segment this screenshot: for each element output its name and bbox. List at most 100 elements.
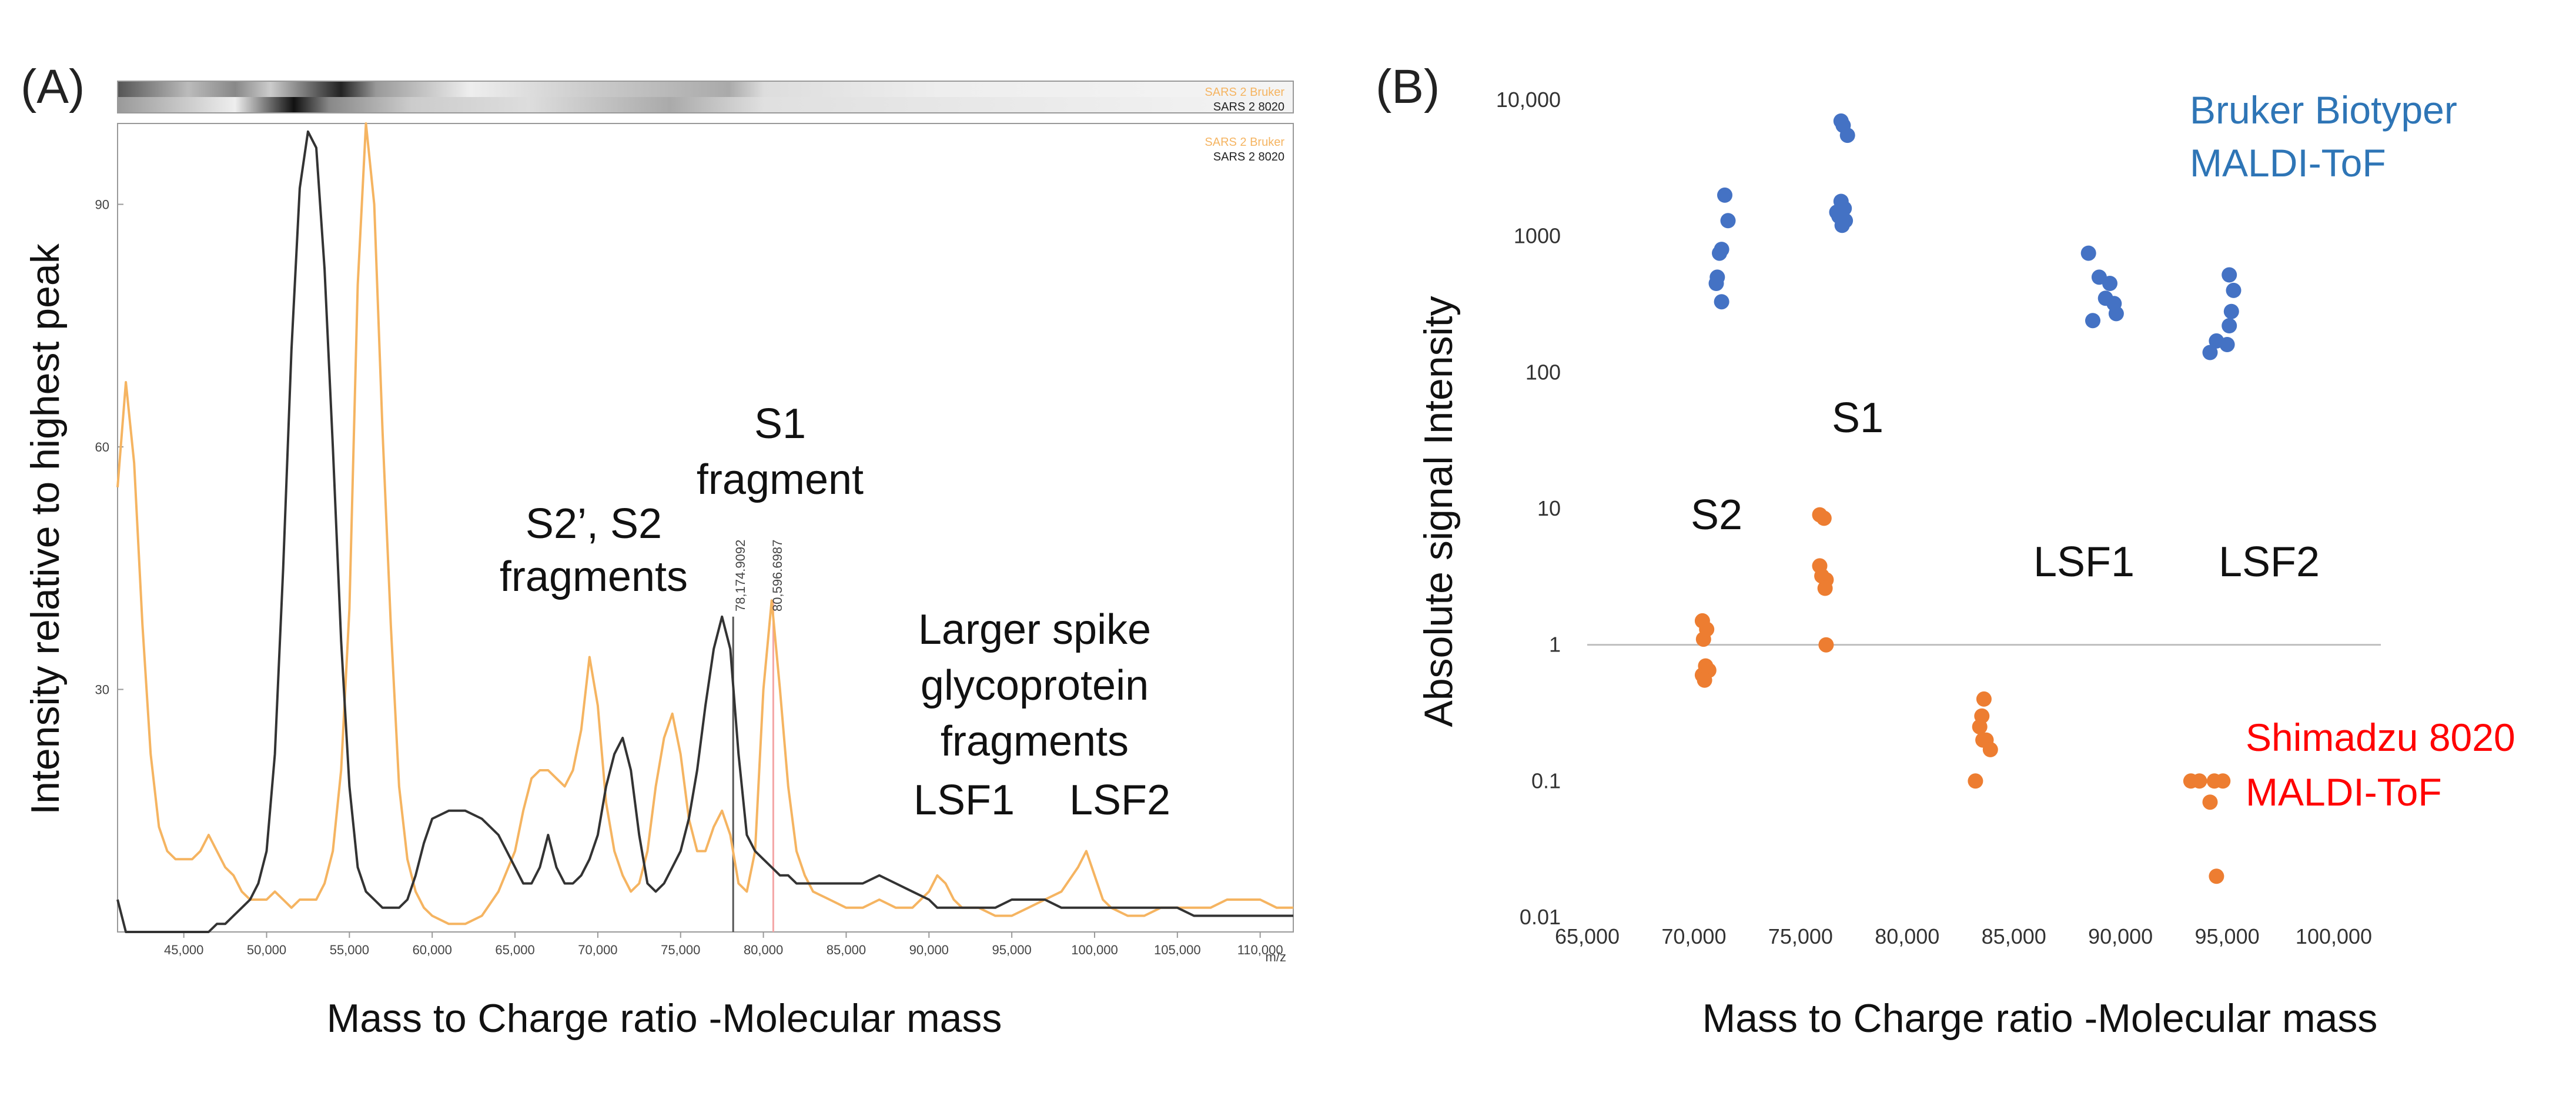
panel-b-y-tick-label: 10,000 (1496, 88, 1561, 112)
point-shimadzu (2192, 773, 2207, 789)
panel-b-y-tick-label: 0.1 (1531, 768, 1561, 793)
strip-legend-bruker: SARS 2 Bruker (1205, 86, 1284, 99)
peak-label-s1-8020: 78,174.9092 (733, 540, 748, 612)
plot-legend-bruker: SARS 2 Bruker (1205, 136, 1284, 149)
panel-a-y-ticks: 30 60 90 (95, 198, 123, 697)
point-bruker (2080, 245, 2096, 261)
panel-a-x-tick-label: 45,000 (164, 943, 203, 957)
panel-a-x-tick-label: 80,000 (744, 943, 783, 957)
panel-a: (A) (21, 60, 1294, 1041)
panel-b-y-axis-title: Absolute signal Intensity (1416, 296, 1461, 727)
point-shimadzu (2202, 794, 2218, 810)
panel-b-y-tick-label: 0.01 (1520, 905, 1561, 929)
annotation-s2-line2: fragments (500, 553, 688, 600)
panel-b-points (1694, 113, 2242, 884)
series-label-shimadzu-line1: Shimadzu 8020 (2246, 716, 2515, 759)
plot-legend-8020: SARS 2 8020 (1213, 151, 1284, 163)
group-label-s1: S1 (1832, 395, 1884, 442)
point-shimadzu (1817, 580, 1833, 596)
heat-strip-bruker (118, 81, 1293, 97)
panel-b-y-tick-label: 1 (1549, 633, 1561, 657)
panel-b-label: (B) (1376, 60, 1440, 113)
heat-strip-frame (117, 81, 1294, 113)
annotation-s2-line1: S2’, S2 (526, 500, 662, 547)
panel-a-x-tick-label: 50,000 (247, 943, 286, 957)
group-label-lsf1: LSF1 (2033, 539, 2135, 586)
point-bruker (2226, 282, 2242, 298)
panel-a-y-tick-label: 90 (95, 198, 109, 212)
series-label-bruker-line1: Bruker Biotyper (2190, 88, 2457, 132)
point-shimadzu (1968, 773, 1983, 789)
panel-a-x-tick-label: 85,000 (827, 943, 866, 957)
panel-b-x-tick-label: 65,000 (1555, 924, 1620, 948)
panel-b-x-tick-label: 85,000 (1982, 924, 2046, 948)
panel-b-x-tick-label: 95,000 (2195, 924, 2260, 948)
strip-legend-8020: SARS 2 8020 (1213, 101, 1284, 113)
panel-a-series (116, 122, 1293, 933)
panel-a-peak-lines (732, 600, 774, 932)
panel-a-unit-label: m/z (1266, 950, 1286, 964)
panel-a-x-tick-label: 65,000 (495, 943, 534, 957)
group-label-lsf2: LSF2 (2219, 539, 2320, 586)
point-bruker (1839, 128, 1855, 143)
point-bruker (1712, 245, 1727, 261)
annotation-larger-line2: glycoprotein (921, 662, 1149, 709)
point-shimadzu (1695, 631, 1711, 647)
point-bruker (2209, 333, 2224, 349)
panel-a-x-tick-label: 90,000 (909, 943, 949, 957)
series-line-bruker (116, 122, 1293, 925)
panel-b-x-tick-label: 75,000 (1768, 924, 1833, 948)
panel-a-x-tick-label: 105,000 (1154, 943, 1201, 957)
annotation-s1-line1: S1 (754, 400, 806, 447)
point-bruker (2202, 345, 2218, 360)
panel-a-x-ticks: 45,000 50,000 55,000 60,000 65,000 70,000 75,0… (164, 932, 1283, 957)
point-bruker (2222, 267, 2237, 283)
point-bruker (2108, 306, 2124, 322)
point-shimadzu (1697, 672, 1712, 688)
panel-b-y-ticks: 0.01 0.1 1 10 100 1000 10,000 (1496, 88, 1561, 929)
annotation-larger-line3: fragments (941, 718, 1129, 765)
point-shimadzu (2209, 868, 2224, 884)
point-bruker (2223, 303, 2239, 319)
group-label-s2: S2 (1691, 492, 1742, 539)
point-bruker (1717, 187, 1732, 203)
point-bruker (1720, 213, 1736, 229)
panel-a-x-tick-label: 70,000 (578, 943, 617, 957)
series-label-bruker-line2: MALDI-ToF (2190, 141, 2386, 185)
point-shimadzu (1972, 719, 1988, 735)
peak-label-s1-bruker: 80,596.6987 (770, 540, 785, 612)
panel-b-y-tick-label: 1000 (1514, 224, 1561, 248)
panel-a-x-tick-label: 110,000 (1237, 943, 1283, 957)
point-shimadzu (1976, 691, 1992, 707)
point-bruker (1708, 276, 1724, 291)
point-bruker (2102, 276, 2117, 291)
panel-a-x-tick-label: 95,000 (992, 943, 1031, 957)
panel-b-y-tick-label: 10 (1537, 496, 1561, 520)
panel-b: (B) 0.01 0.1 1 10 100 1000 10,000 65,000 70,000… (1376, 60, 2515, 1041)
panel-a-x-tick-label: 55,000 (330, 943, 369, 957)
point-shimadzu (1816, 510, 1832, 526)
panel-b-x-tick-label: 80,000 (1875, 924, 1939, 948)
panel-b-x-tick-label: 100,000 (2296, 924, 2372, 948)
point-bruker (1714, 294, 1729, 310)
panel-b-x-axis-title: Mass to Charge ratio -Molecular mass (1702, 996, 2378, 1041)
panel-b-y-tick-label: 100 (1525, 360, 1561, 384)
panel-a-y-tick-label: 60 (95, 440, 109, 455)
point-bruker (1831, 208, 1847, 224)
panel-a-y-axis-title: Intensity relative to highest peak (23, 243, 68, 814)
annotation-lsf2: LSF2 (1069, 777, 1170, 824)
panel-a-label: (A) (21, 60, 85, 113)
point-bruker (2085, 313, 2100, 329)
point-shimadzu (1982, 741, 1998, 757)
point-bruker (2222, 318, 2237, 333)
series-line-8020 (116, 130, 1293, 933)
series-label-shimadzu-line2: MALDI-ToF (2246, 770, 2442, 814)
panel-b-x-tick-label: 90,000 (2088, 924, 2153, 948)
panel-a-plot-frame (117, 123, 1294, 933)
panel-a-y-tick-label: 30 (95, 683, 109, 697)
panel-a-x-tick-label: 60,000 (413, 943, 452, 957)
annotation-s1-line2: fragment (697, 456, 864, 503)
panel-b-x-ticks: 65,000 70,000 75,000 80,000 85,000 90,000 95,0… (1555, 924, 2372, 948)
panel-a-x-tick-label: 75,000 (661, 943, 700, 957)
